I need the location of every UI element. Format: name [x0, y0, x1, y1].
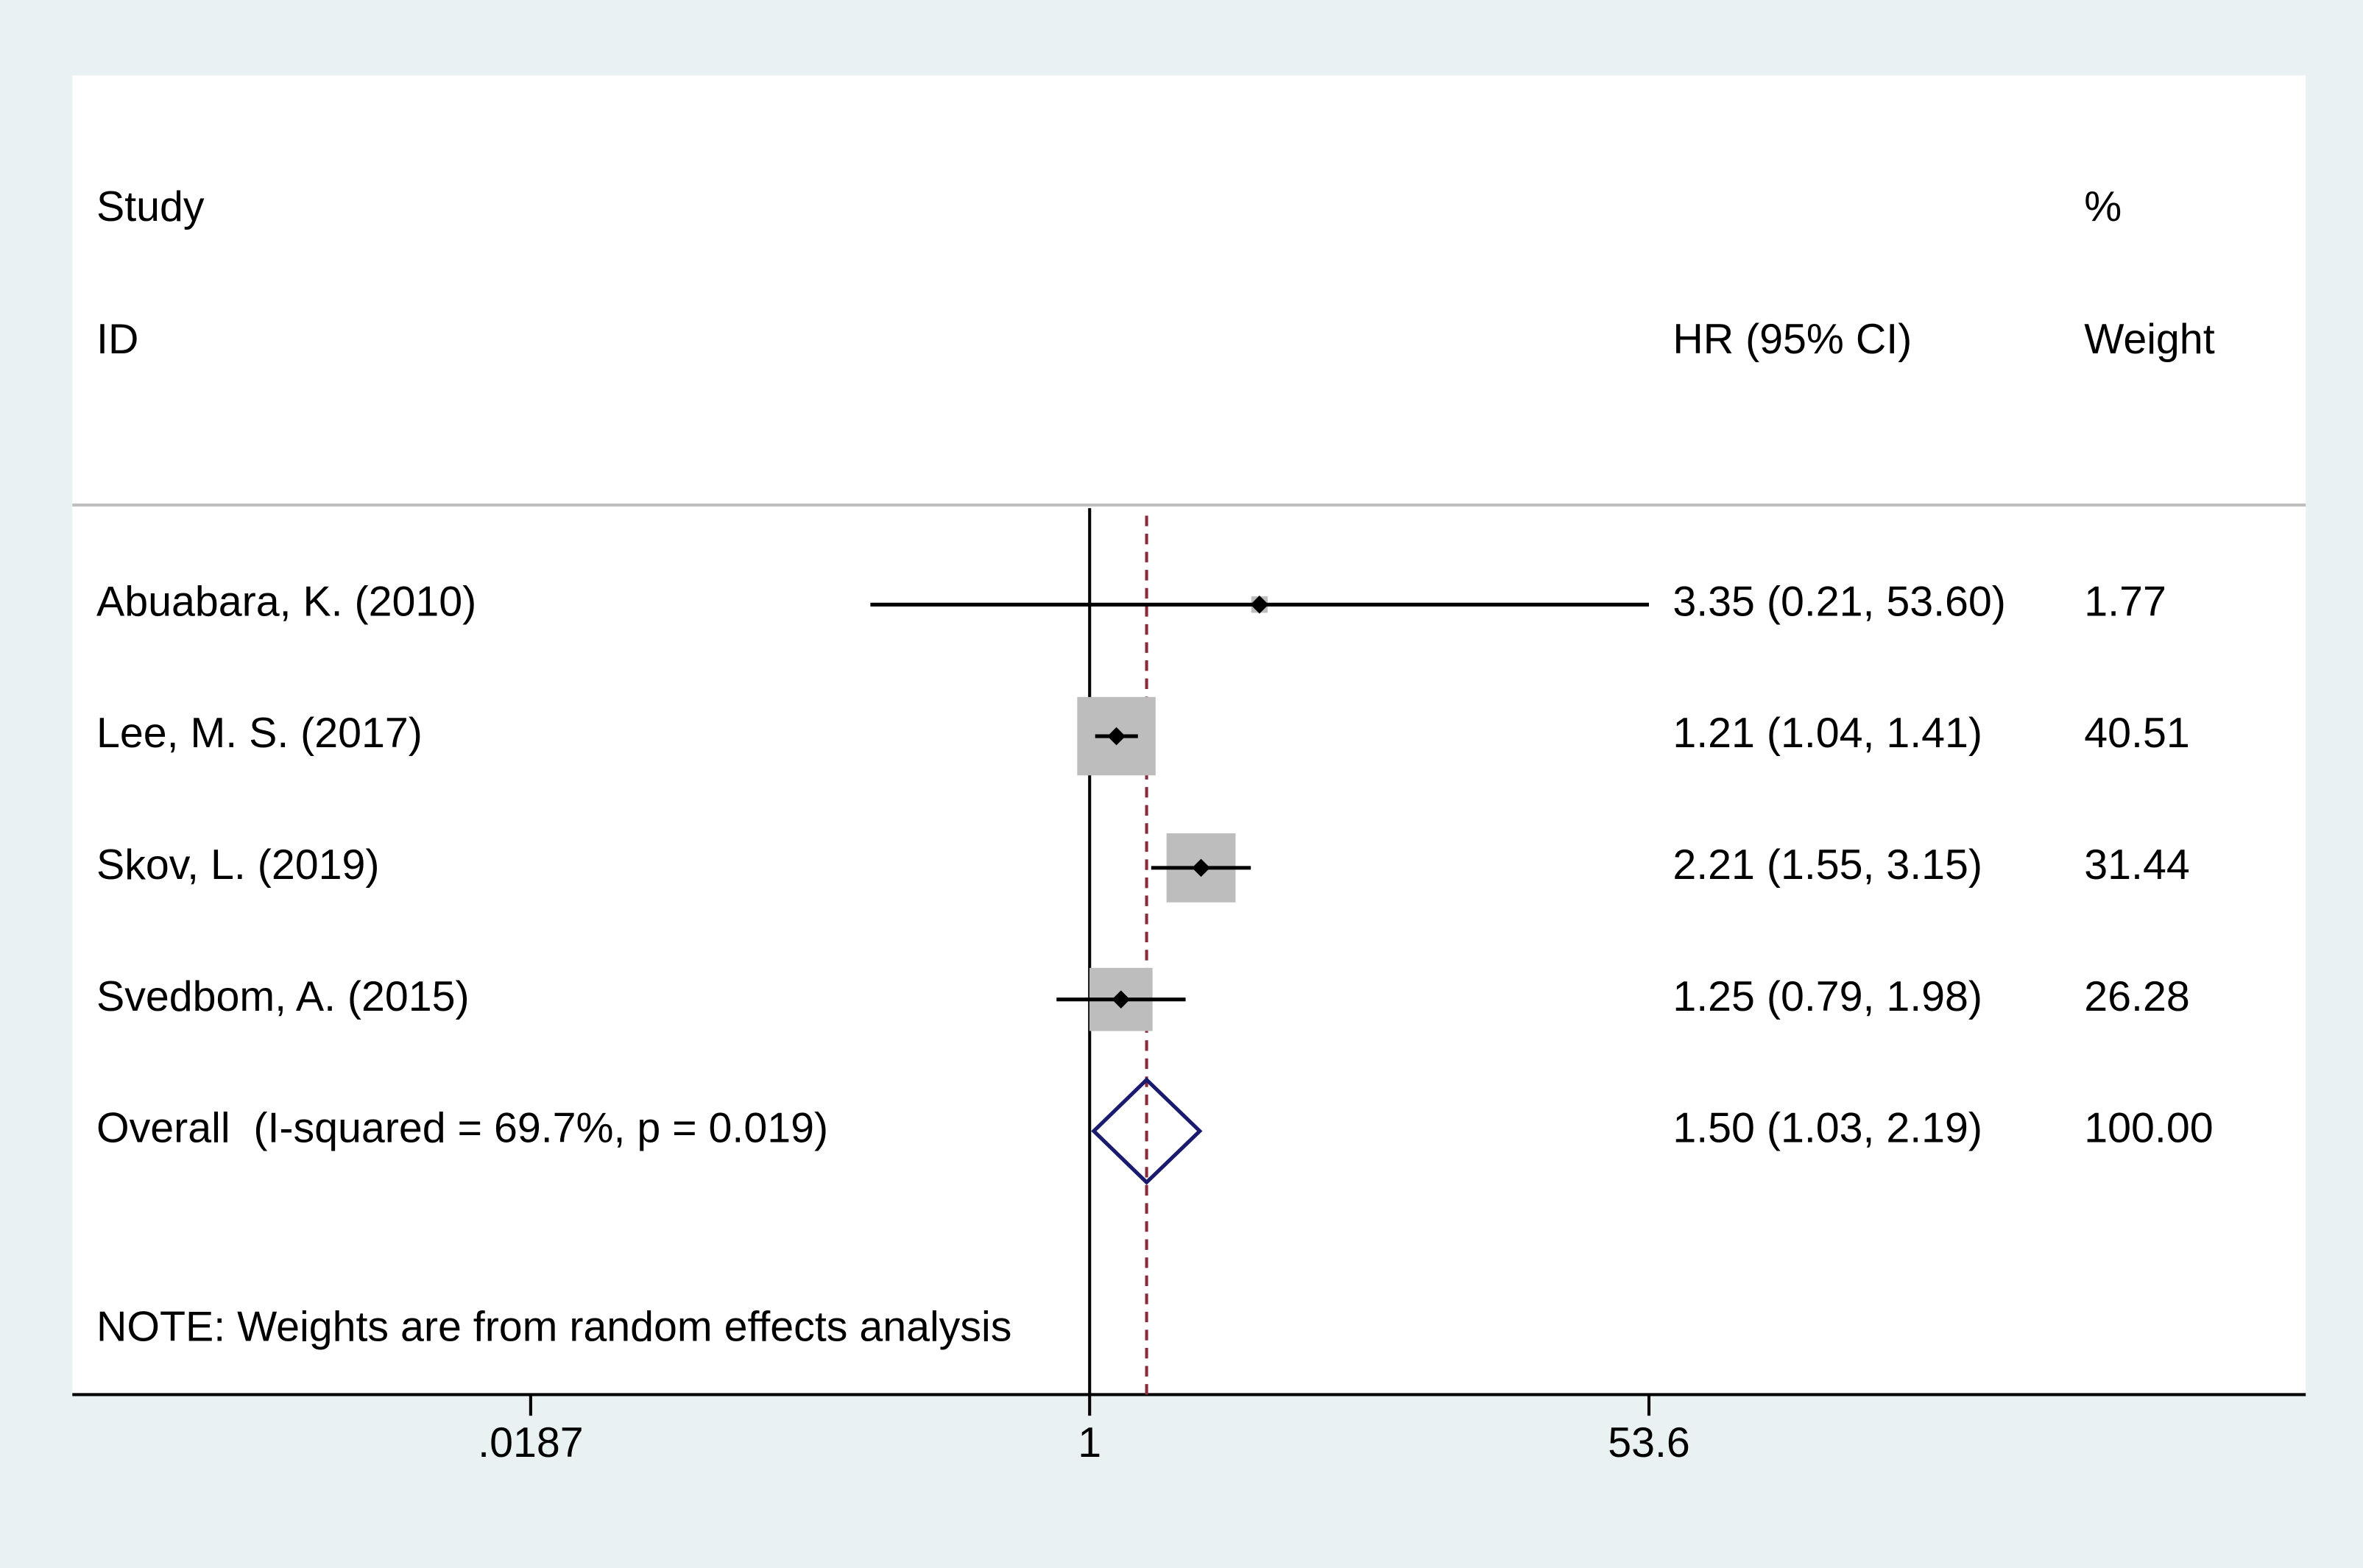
note: NOTE: Weights are from random effects an… [96, 1304, 1011, 1351]
plot-region [72, 75, 2306, 1395]
ci-label: 3.35 (0.21, 53.60) [1673, 578, 2005, 625]
study-label: Skov, L. (2019) [96, 841, 379, 889]
x-tick-label: 53.6 [1608, 1419, 1690, 1466]
header-study: Study [96, 183, 205, 230]
x-tick-label: 1 [1078, 1419, 1101, 1466]
header-pct: % [2084, 183, 2122, 230]
study-label: Abuabara, K. (2010) [96, 578, 476, 625]
weight-label: 1.77 [2084, 578, 2166, 625]
overall-ci-label: 1.50 (1.03, 2.19) [1673, 1105, 1982, 1152]
weight-label: 40.51 [2084, 710, 2189, 757]
header-effect: HR (95% CI) [1673, 316, 1912, 363]
overall-label: Overall (I-squared = 69.7%, p = 0.019) [96, 1105, 828, 1152]
ci-label: 1.21 (1.04, 1.41) [1673, 710, 1982, 757]
weight-label: 31.44 [2084, 841, 2189, 889]
header-id: ID [96, 316, 138, 363]
overall-weight-label: 100.00 [2084, 1105, 2213, 1152]
point-estimate [1107, 727, 1126, 746]
study-label: Svedbom, A. (2015) [96, 973, 470, 1020]
ci-label: 2.21 (1.55, 3.15) [1673, 841, 1982, 889]
ci-label: 1.25 (0.79, 1.98) [1673, 973, 1982, 1020]
weight-label: 26.28 [2084, 973, 2189, 1020]
point-estimate [1112, 990, 1131, 1009]
overall-diamond [1091, 1077, 1203, 1185]
study-label: Lee, M. S. (2017) [96, 710, 423, 757]
x-tick-label: .0187 [478, 1419, 583, 1466]
header-weight: Weight [2084, 316, 2214, 363]
